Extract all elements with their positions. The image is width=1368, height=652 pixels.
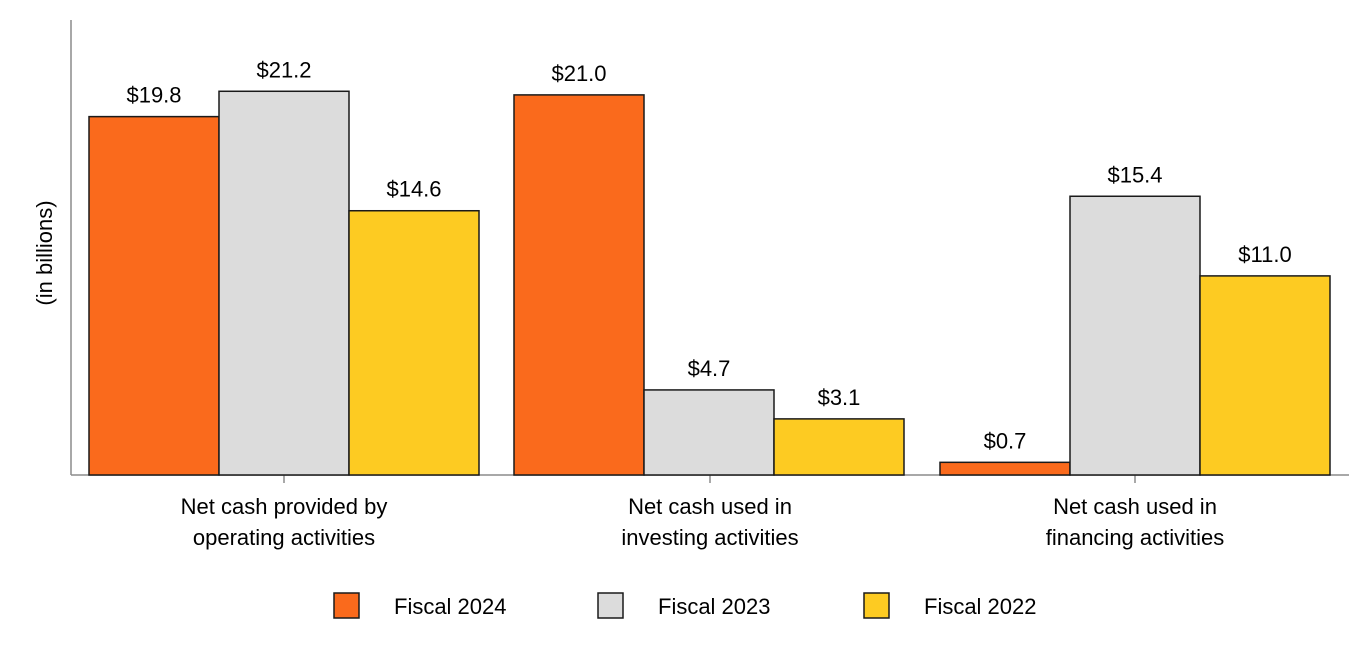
category-label-1-line-2: operating activities <box>193 525 375 550</box>
value-label-fiscal-2024-1: $19.8 <box>126 83 181 108</box>
bar-fiscal-2022-3 <box>1199 275 1331 476</box>
bar-fiscal-2022-1 <box>348 209 480 476</box>
value-label-fiscal-2022-1: $14.6 <box>386 177 441 202</box>
legend-swatch-fiscal-2023 <box>597 592 624 619</box>
value-label-fiscal-2023-3: $15.4 <box>1107 162 1162 187</box>
bar-fiscal-2023-1 <box>218 90 350 476</box>
bar-fiscal-2024-1 <box>88 115 220 476</box>
category-label-3-line-2: financing activities <box>1046 525 1225 550</box>
bar-fiscal-2024-2 <box>513 94 645 476</box>
chart-bars <box>88 90 1331 476</box>
legend-swatch-fiscal-2022 <box>863 592 890 619</box>
value-label-fiscal-2023-2: $4.7 <box>688 356 731 381</box>
value-label-fiscal-2024-3: $0.7 <box>984 428 1027 453</box>
value-label-fiscal-2024-2: $21.0 <box>551 61 606 86</box>
category-label-2-line-1: Net cash used in <box>628 494 792 519</box>
category-label-2-line-2: investing activities <box>621 525 798 550</box>
value-label-fiscal-2023-1: $21.2 <box>256 57 311 82</box>
legend-label-fiscal-2024: Fiscal 2024 <box>394 594 507 619</box>
value-label-fiscal-2022-2: $3.1 <box>818 385 861 410</box>
chart-legend: Fiscal 2024 Fiscal 2023 Fiscal 2022 <box>333 592 1037 619</box>
bar-fiscal-2023-3 <box>1069 195 1201 476</box>
y-axis-label: (in billions) <box>32 200 57 305</box>
bar-fiscal-2024-3 <box>939 461 1071 476</box>
value-label-fiscal-2022-3: $11.0 <box>1238 242 1291 267</box>
legend-label-fiscal-2023: Fiscal 2023 <box>658 594 771 619</box>
chart-category-labels: Net cash provided by operating activities… <box>181 494 1225 550</box>
category-label-1-line-1: Net cash provided by <box>181 494 388 519</box>
bar-fiscal-2022-2 <box>773 418 905 476</box>
chart-value-labels: $19.8 $21.0 $0.7 $21.2 $4.7 $15.4 $14.6 $3.1 $11… <box>126 57 1291 453</box>
category-label-3-line-1: Net cash used in <box>1053 494 1217 519</box>
legend-label-fiscal-2022: Fiscal 2022 <box>924 594 1037 619</box>
bar-fiscal-2023-2 <box>643 389 775 476</box>
legend-swatch-fiscal-2024 <box>333 592 360 619</box>
